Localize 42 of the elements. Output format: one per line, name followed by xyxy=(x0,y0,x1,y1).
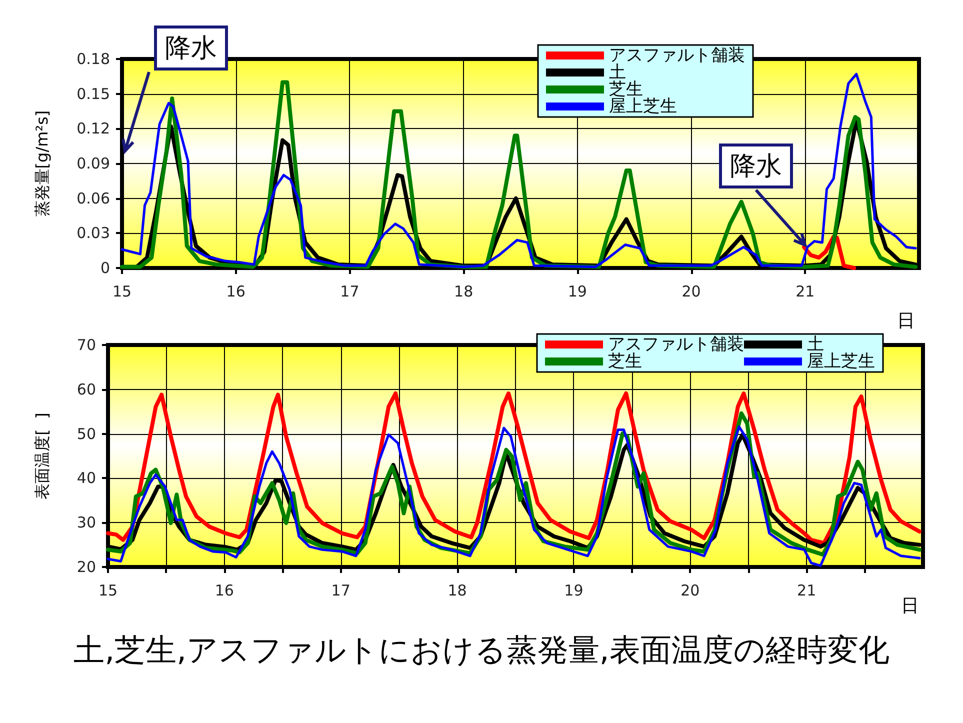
line-series xyxy=(106,425,921,567)
x-tick-label: 15 xyxy=(98,582,118,600)
x-tick-label: 16 xyxy=(226,282,246,300)
y-tick-label: 0.18 xyxy=(76,50,110,68)
y-tick-label: 0.06 xyxy=(76,189,110,208)
y-axis-title: 蒸発量[g/m²s] xyxy=(32,110,52,217)
x-axis-title: 日 xyxy=(897,310,915,332)
x-tick-label: 18 xyxy=(448,582,467,600)
x-tick-label: 17 xyxy=(331,582,350,600)
legend-label: 芝生 xyxy=(609,80,643,100)
x-tick-label: 19 xyxy=(564,582,584,600)
annotation: 降水 xyxy=(154,26,228,70)
y-tick-label: 60 xyxy=(76,380,96,398)
legend-label: 屋上芝生 xyxy=(609,96,677,116)
legend-label: 土 xyxy=(807,334,824,354)
y-tick-label: 0.09 xyxy=(76,154,110,172)
line-series xyxy=(106,391,922,546)
x-axis-title: 日 xyxy=(901,596,919,616)
x-tick-label: 21 xyxy=(796,282,815,300)
legend-label: 屋上芝生 xyxy=(807,352,875,372)
y-tick-label: 30 xyxy=(76,514,96,532)
x-tick-label: 20 xyxy=(680,582,700,600)
legend-label: 芝生 xyxy=(608,352,642,372)
legend-label: アスファルト舗装 xyxy=(609,46,745,66)
x-tick-label: 17 xyxy=(340,282,360,300)
x-tick-label: 19 xyxy=(568,282,587,300)
x-tick-label: 21 xyxy=(797,582,816,600)
y-tick-label: 20 xyxy=(76,558,96,576)
y-tick-label: 0.12 xyxy=(76,120,110,138)
annotation: 降水 xyxy=(719,143,794,188)
x-tick-label: 20 xyxy=(682,282,701,300)
y-tick-label: 0.03 xyxy=(76,224,110,242)
y-axis-title: 表面温度[ ] xyxy=(32,412,52,500)
y-tick-label: 40 xyxy=(76,469,96,488)
y-tick-label: 70 xyxy=(76,336,96,354)
x-tick-label: 15 xyxy=(112,282,132,300)
y-tick-label: 0 xyxy=(100,259,110,277)
y-tick-label: 0.15 xyxy=(76,84,110,103)
x-tick-label: 18 xyxy=(454,282,474,300)
text: 土,芝生,アスファルトにおける蒸発量,表面温度の経時変化 xyxy=(74,632,890,668)
y-tick-label: 50 xyxy=(76,424,96,443)
x-tick-label: 16 xyxy=(214,582,234,600)
